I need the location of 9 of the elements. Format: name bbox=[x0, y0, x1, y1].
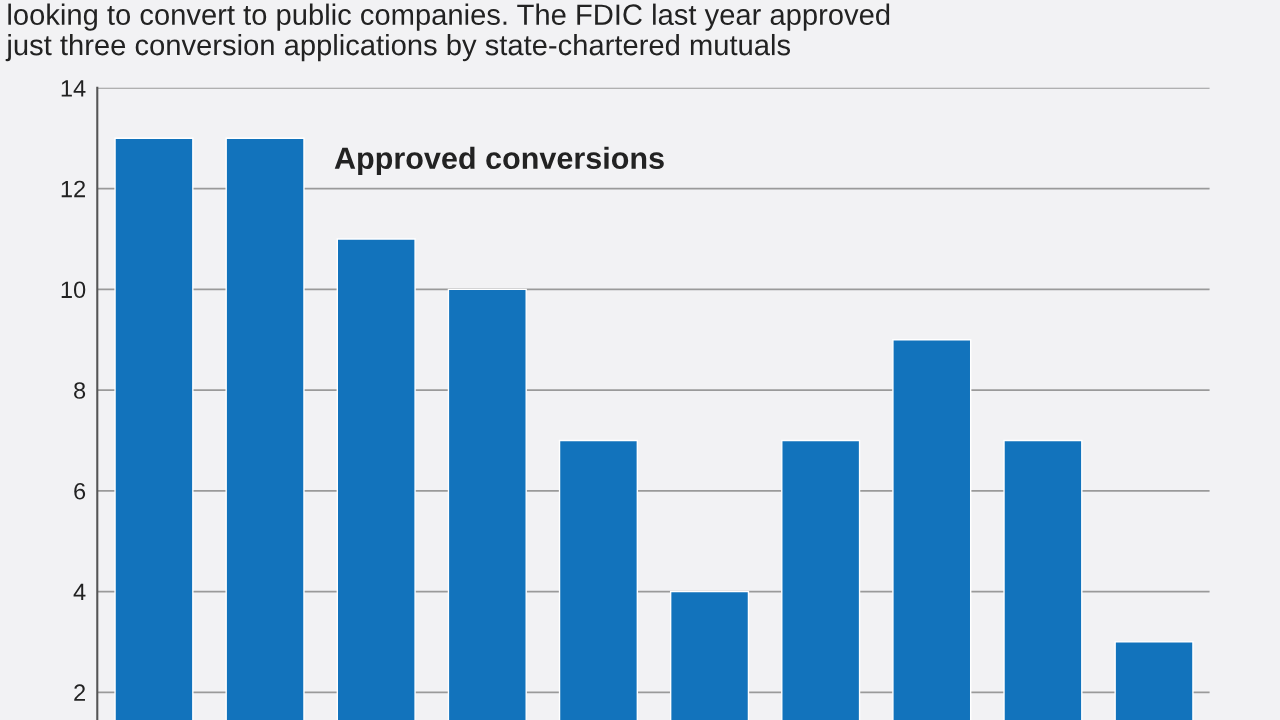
y-tick-label: 2 bbox=[74, 684, 85, 701]
y-tick-label: 8 bbox=[74, 382, 86, 399]
y-tick-label: 14 bbox=[61, 80, 86, 97]
y-tick-label: 6 bbox=[74, 482, 86, 500]
y-tick-label: 12 bbox=[61, 180, 85, 198]
series-label: Approved conversions bbox=[334, 146, 664, 176]
y-tick-label: 10 bbox=[61, 281, 86, 299]
chart-subtitle: looking to convert to public companies. The FDIC last year approved just three conversion applications by state-chartered mutuals bbox=[5, 3, 890, 62]
y-tick-label: 4 bbox=[73, 583, 86, 601]
